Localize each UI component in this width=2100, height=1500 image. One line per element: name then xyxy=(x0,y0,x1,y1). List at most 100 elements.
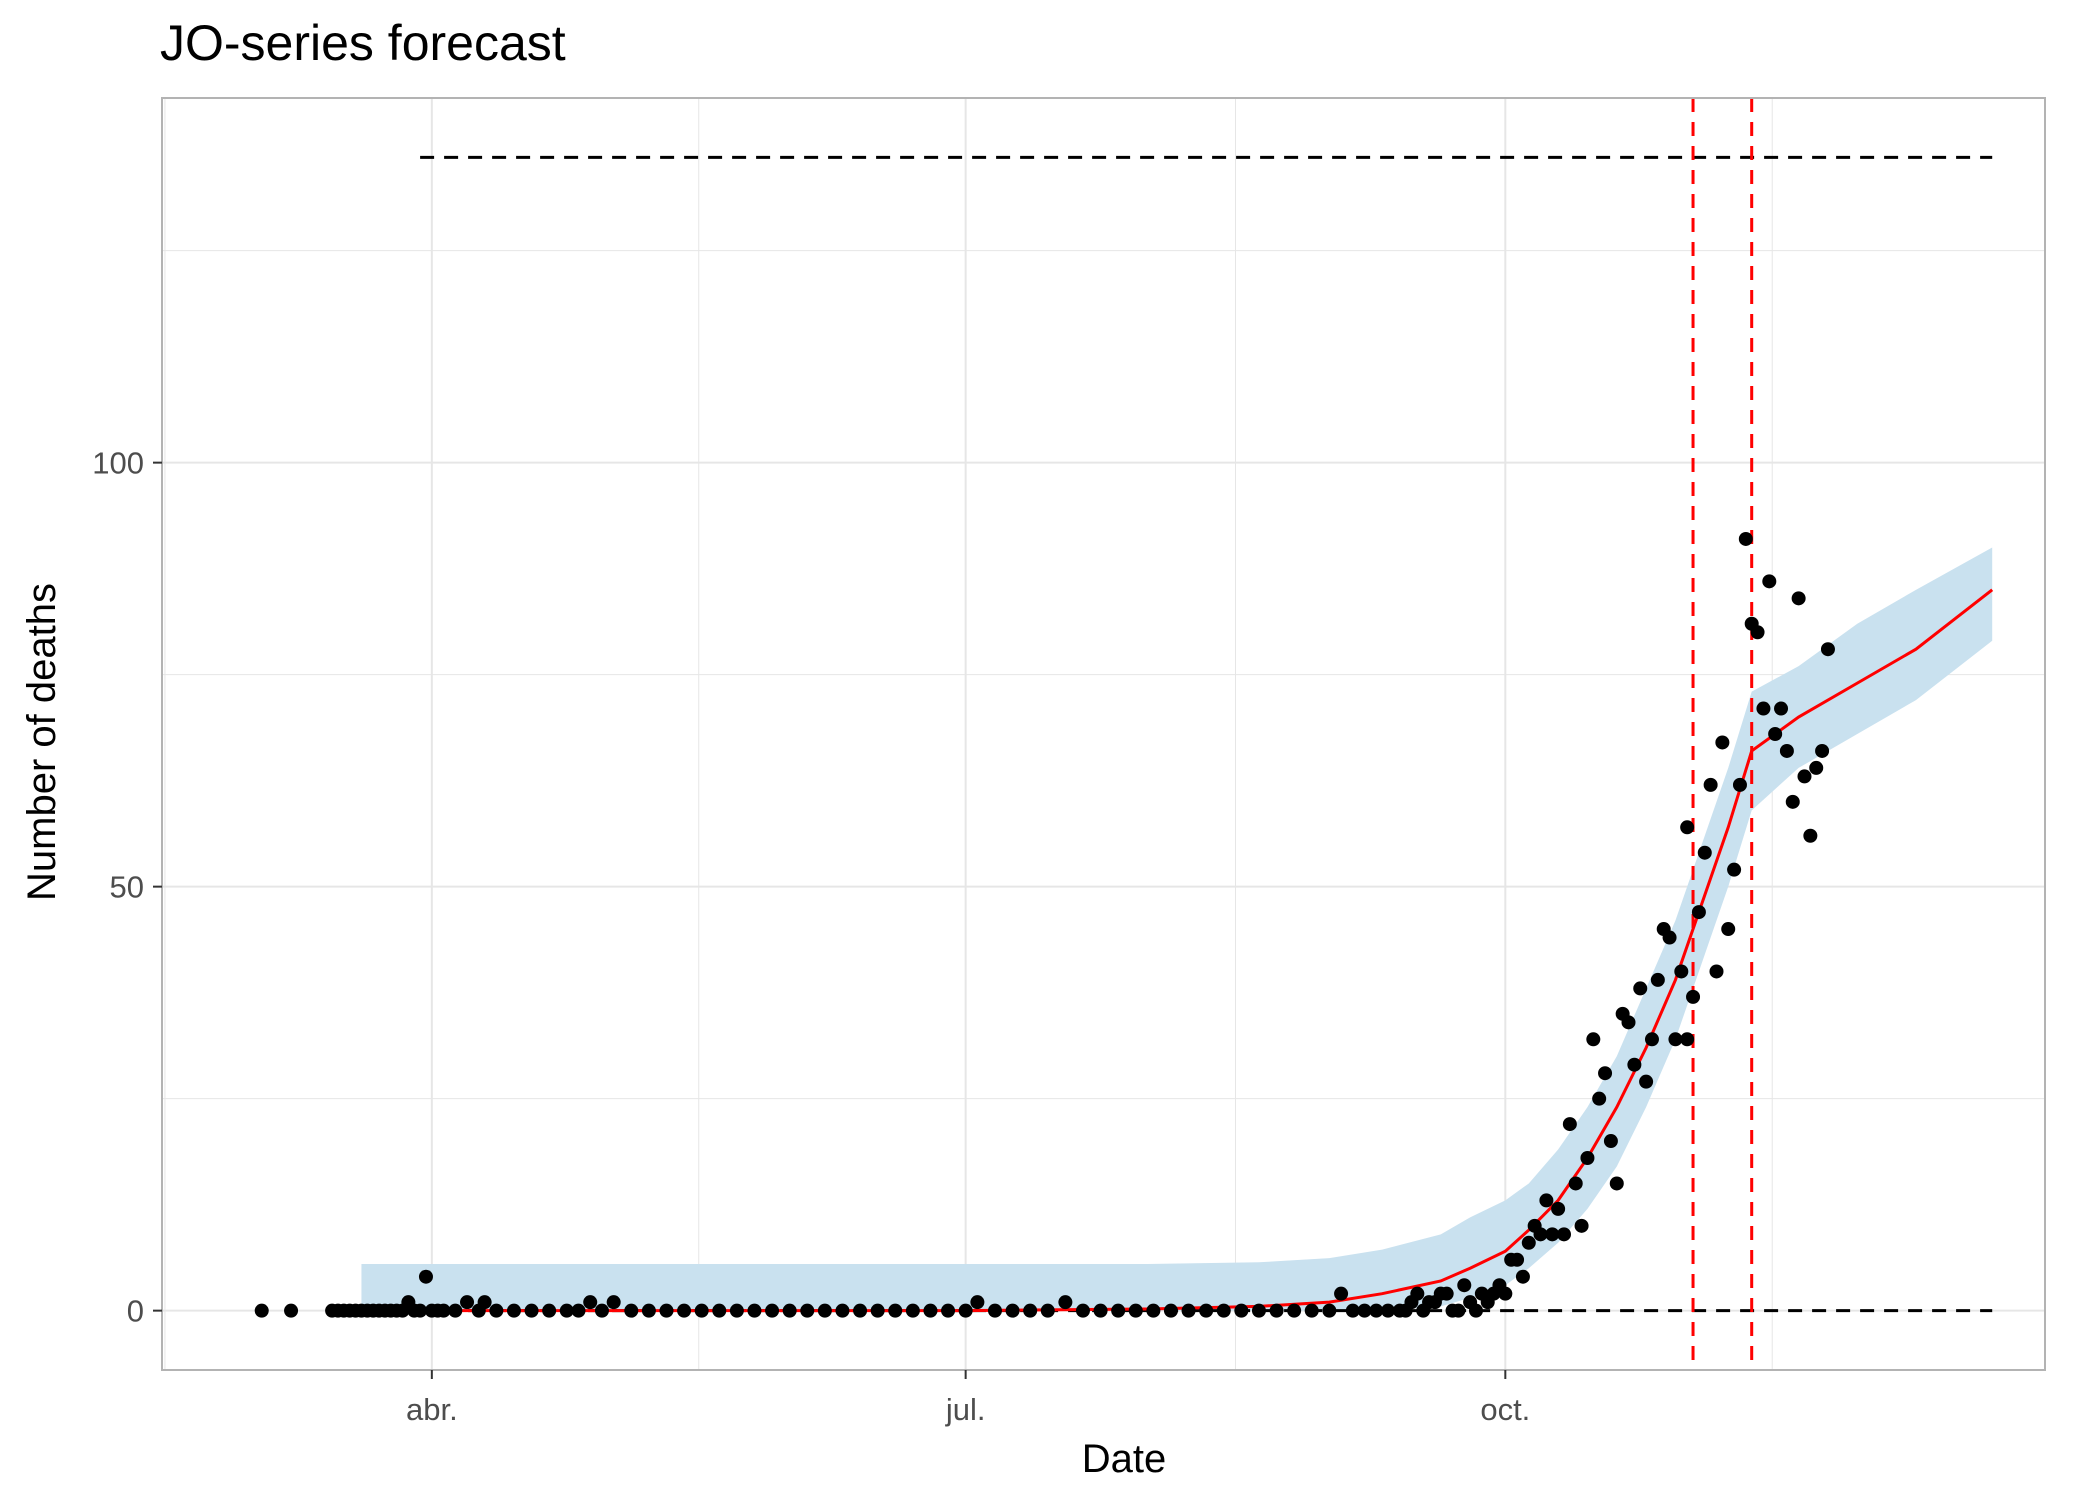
x-axis: abr. jul. oct. xyxy=(406,1370,1530,1427)
data-point xyxy=(747,1303,762,1318)
data-point xyxy=(1381,1303,1396,1318)
data-point xyxy=(1797,769,1812,784)
data-point xyxy=(594,1303,609,1318)
data-point xyxy=(1075,1303,1090,1318)
data-point xyxy=(1287,1303,1302,1318)
data-point xyxy=(958,1303,973,1318)
data-point xyxy=(941,1303,956,1318)
data-point xyxy=(905,1303,920,1318)
data-point xyxy=(418,1269,433,1284)
data-point xyxy=(923,1303,938,1318)
data-point xyxy=(1603,1134,1618,1149)
data-point xyxy=(870,1303,885,1318)
data-point xyxy=(1721,922,1736,937)
data-point xyxy=(583,1295,598,1310)
data-point xyxy=(659,1303,674,1318)
data-point xyxy=(817,1303,832,1318)
data-point xyxy=(559,1303,574,1318)
data-point xyxy=(1457,1278,1472,1293)
data-point xyxy=(624,1303,639,1318)
data-point xyxy=(1691,905,1706,920)
data-point xyxy=(800,1303,815,1318)
data-point xyxy=(1686,989,1701,1004)
data-point xyxy=(1803,828,1818,843)
data-point xyxy=(1023,1303,1038,1318)
x-tick-label: abr. xyxy=(406,1392,458,1427)
data-point xyxy=(1234,1303,1249,1318)
data-point xyxy=(1510,1252,1525,1267)
data-point xyxy=(1750,625,1765,640)
data-point xyxy=(1322,1303,1337,1318)
data-point xyxy=(1580,1151,1595,1165)
data-point xyxy=(853,1303,868,1318)
data-point xyxy=(1774,701,1789,716)
data-point xyxy=(489,1303,504,1318)
data-point xyxy=(888,1303,903,1318)
data-point xyxy=(477,1295,492,1310)
data-point xyxy=(1551,1201,1566,1216)
data-point xyxy=(1633,981,1648,996)
data-point xyxy=(1592,1091,1607,1106)
x-tick-label: oct. xyxy=(1480,1392,1530,1427)
data-point xyxy=(835,1303,850,1318)
y-tick-label: 100 xyxy=(92,446,144,481)
data-point xyxy=(254,1303,269,1318)
y-axis-title: Number of deaths xyxy=(20,583,64,901)
data-point xyxy=(1058,1295,1073,1310)
y-tick-label: 50 xyxy=(110,870,144,905)
data-point xyxy=(1727,862,1742,877)
data-point xyxy=(460,1295,475,1310)
data-point xyxy=(448,1303,463,1318)
data-point xyxy=(1181,1303,1196,1318)
data-point xyxy=(1809,760,1824,775)
data-point xyxy=(1779,743,1794,758)
data-point xyxy=(1762,574,1777,589)
data-point xyxy=(1128,1303,1143,1318)
data-point xyxy=(712,1303,727,1318)
data-point xyxy=(1334,1286,1349,1301)
data-point xyxy=(987,1303,1002,1318)
data-point xyxy=(436,1303,451,1318)
vertical-markers xyxy=(1691,98,1754,1370)
data-point xyxy=(1533,1227,1548,1242)
data-point xyxy=(413,1303,428,1318)
data-point xyxy=(1621,1015,1636,1030)
data-point xyxy=(1369,1303,1384,1318)
x-tick-label: jul. xyxy=(945,1392,986,1427)
data-point xyxy=(284,1303,299,1318)
data-point xyxy=(1304,1303,1319,1318)
data-point xyxy=(1345,1303,1360,1318)
data-point xyxy=(1668,1032,1683,1047)
data-point xyxy=(1568,1176,1583,1191)
data-point xyxy=(1251,1303,1266,1318)
data-point xyxy=(1650,972,1665,987)
data-point xyxy=(1709,964,1724,979)
data-point xyxy=(1680,1032,1695,1047)
data-point xyxy=(1697,845,1712,860)
data-point xyxy=(677,1303,692,1318)
chart-title: JO-series forecast xyxy=(160,15,566,71)
data-point xyxy=(1639,1074,1654,1089)
data-point xyxy=(1216,1303,1231,1318)
data-point xyxy=(1820,642,1835,657)
data-point xyxy=(1680,820,1695,835)
data-point xyxy=(1703,777,1718,792)
data-point xyxy=(1521,1235,1536,1250)
data-point xyxy=(1111,1303,1126,1318)
data-point xyxy=(506,1303,521,1318)
data-point xyxy=(1609,1176,1624,1191)
data-point xyxy=(1574,1218,1589,1233)
data-point xyxy=(970,1295,985,1310)
data-point xyxy=(641,1303,656,1318)
y-tick-label: 0 xyxy=(127,1294,144,1329)
data-point xyxy=(729,1303,744,1318)
data-point xyxy=(542,1303,557,1318)
data-point xyxy=(1556,1227,1571,1242)
data-point xyxy=(1146,1303,1161,1318)
data-point xyxy=(1040,1303,1055,1318)
data-point xyxy=(1644,1032,1659,1047)
data-point xyxy=(1539,1193,1554,1208)
data-point xyxy=(1738,531,1753,546)
y-axis: 0 50 100 xyxy=(92,446,162,1329)
